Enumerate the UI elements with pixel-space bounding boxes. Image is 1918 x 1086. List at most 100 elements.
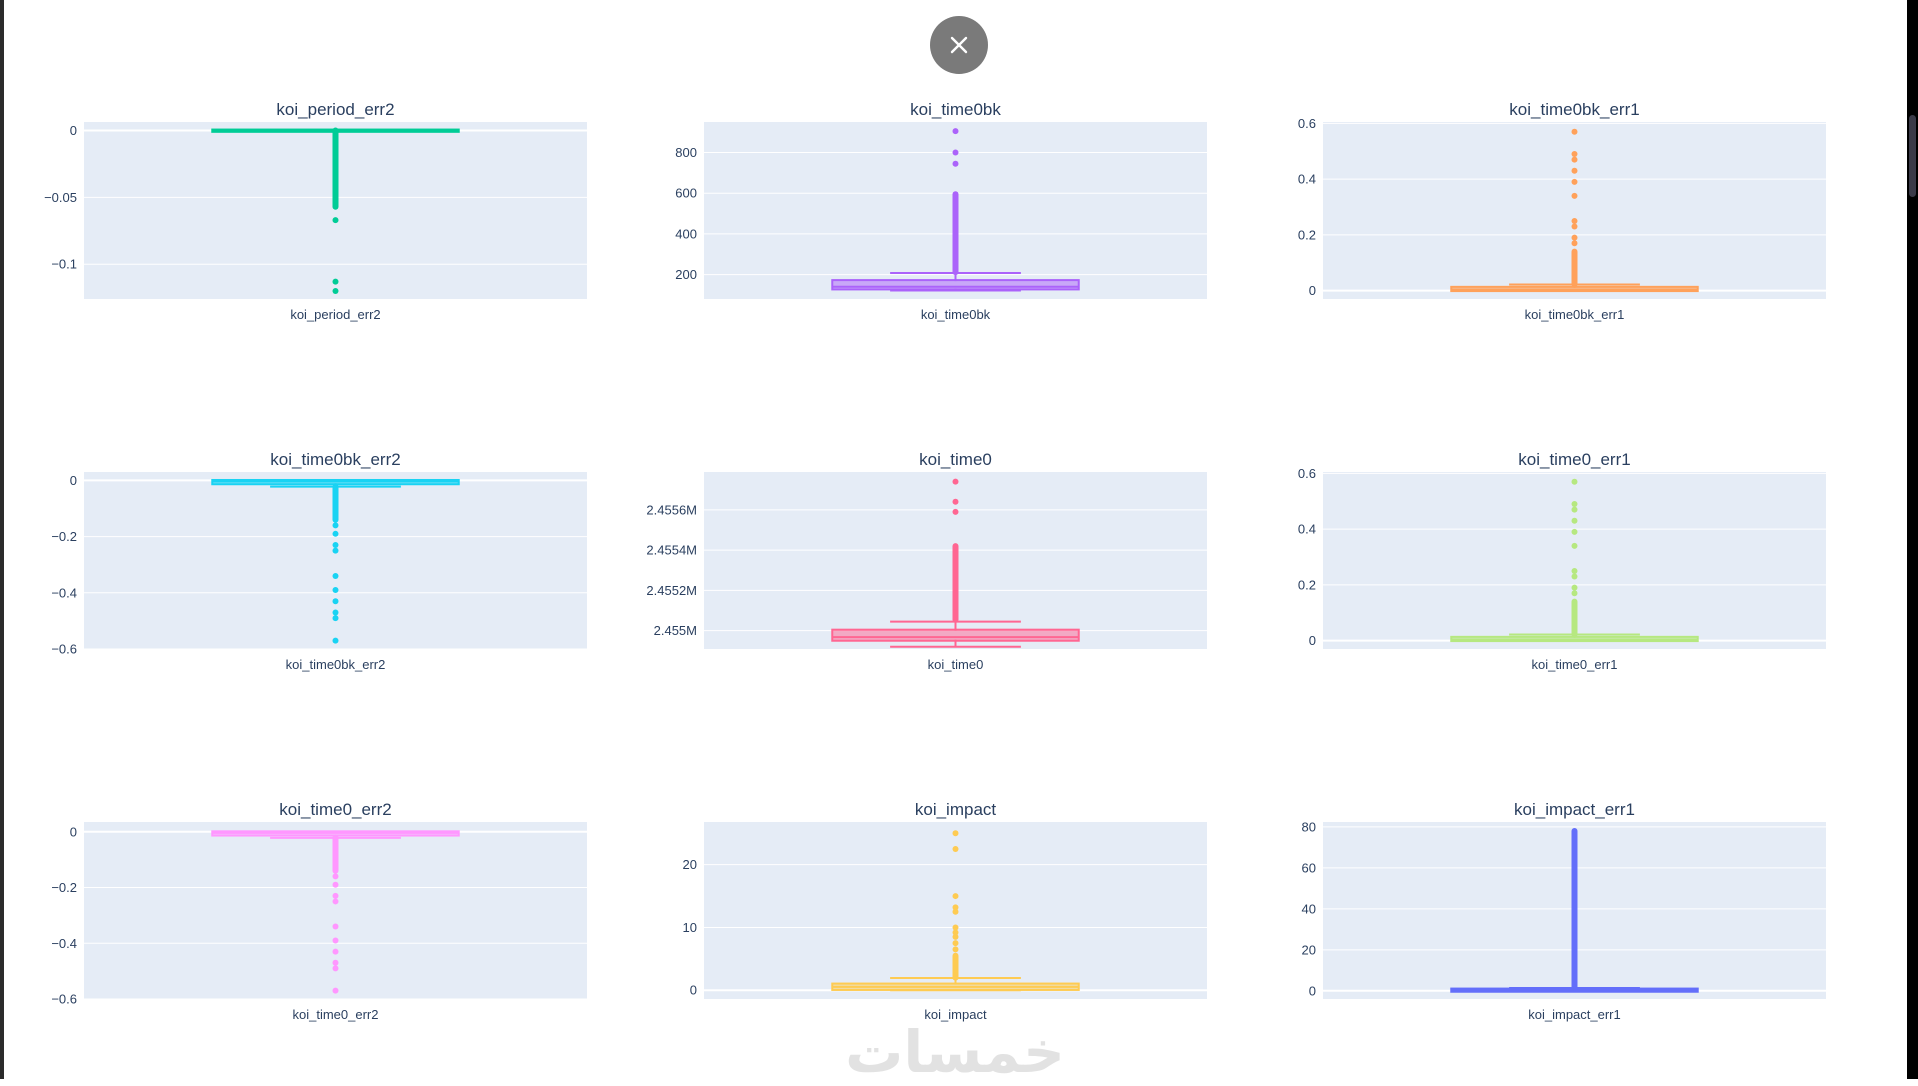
outlier-point xyxy=(952,904,959,911)
plot-svg: 0 0.2 0.4 0.6 xyxy=(1298,116,1826,299)
outlier-point xyxy=(1571,234,1578,241)
x-tick-label: koi_impact xyxy=(924,1007,987,1022)
y-tick-label: 0 xyxy=(70,473,77,488)
outlier-point xyxy=(1571,192,1578,199)
chart-title: koi_time0_err1 xyxy=(1518,450,1631,469)
outlier-point xyxy=(332,598,339,605)
plot-area: 0 0.2 0.4 0.6 xyxy=(1298,466,1826,649)
chart-title: koi_impact xyxy=(914,800,997,819)
outlier-point xyxy=(332,217,339,224)
y-tick-label: 80 xyxy=(1302,819,1316,834)
outlier-point xyxy=(952,845,959,852)
box-plot-koi_impact: koi_impact koi_impact 0 10 20 xyxy=(683,800,1207,1030)
close-button[interactable] xyxy=(930,16,988,74)
outlier-point xyxy=(332,948,339,955)
plot-svg: 200 400 600 800 xyxy=(675,122,1207,299)
outlier-point xyxy=(1571,517,1578,524)
chart-title: koi_time0_err2 xyxy=(279,800,392,819)
outlier-point xyxy=(332,987,339,994)
box-plot-koi_time0_err2: koi_time0_err2 koi_time0_err2 0 −0.2 −0.4 −0.… xyxy=(51,800,587,1030)
plot-area: 0 20 40 60 80 xyxy=(1302,819,1826,999)
y-tick-label: 0 xyxy=(690,983,697,998)
y-tick-label: 0.2 xyxy=(1298,577,1316,592)
plot-svg: 0 −0.2 −0.4 −0.6 xyxy=(51,822,587,1007)
plot-area: 2.455M 2.4552M 2.4554M 2.4556M xyxy=(646,472,1207,649)
plot-svg: 0 −0.05 −0.1 xyxy=(44,122,587,299)
y-tick-label: 600 xyxy=(675,186,697,201)
outlier-point xyxy=(1571,542,1578,549)
outlier-point xyxy=(332,542,339,549)
scrollbar-thumb[interactable] xyxy=(1909,115,1916,197)
outlier-point xyxy=(332,923,339,930)
x-tick-label: koi_time0_err1 xyxy=(1531,657,1618,672)
close-icon xyxy=(950,36,968,54)
outlier-point xyxy=(332,898,339,905)
box-plot-koi_time0bk_err2: koi_time0bk_err2 koi_time0bk_err2 0 −0.2 −0.… xyxy=(51,450,587,680)
x-tick-label: koi_time0bk_err1 xyxy=(1524,307,1625,322)
outlier-point xyxy=(1571,128,1578,135)
plot-area: 0 10 20 xyxy=(683,822,1207,999)
window-left-edge xyxy=(0,0,4,1079)
box-plot-koi_impact_err1: koi_impact_err1 koi_impact_err1 0 20 40 60 80 xyxy=(1302,800,1826,1030)
y-tick-label: 0.6 xyxy=(1298,116,1316,131)
outlier-point xyxy=(332,522,339,529)
outlier-point xyxy=(332,287,339,294)
box-plot-koi_time0bk_err1: koi_time0bk_err1 koi_time0bk_err1 0 0.2 0.4 0… xyxy=(1298,100,1826,330)
outlier-point xyxy=(332,587,339,593)
box-plot-koi_period_err2: koi_period_err2 koi_period_err2 0 −0.05 −0.1 xyxy=(44,100,587,330)
scrollbar-track[interactable] xyxy=(1907,0,1918,1079)
outlier-point xyxy=(1571,167,1578,174)
plot-area: 200 400 600 800 xyxy=(675,122,1207,299)
outlier-point xyxy=(952,160,959,167)
box-plot-koi_time0_err1: koi_time0_err1 koi_time0_err1 0 0.2 0.4 0.6 xyxy=(1298,450,1826,680)
outlier-point xyxy=(952,929,959,936)
outlier-point xyxy=(332,892,339,899)
outlier-point xyxy=(1571,567,1578,574)
y-tick-label: 2.455M xyxy=(654,623,697,638)
y-tick-label: 800 xyxy=(675,145,697,160)
outlier-point xyxy=(952,830,959,837)
plot-area: 0 −0.05 −0.1 xyxy=(44,122,587,299)
x-tick-label: koi_time0 xyxy=(927,657,984,672)
y-tick-label: 0.4 xyxy=(1298,172,1316,187)
outlier-point xyxy=(332,959,339,966)
y-tick-label: −0.2 xyxy=(51,529,77,544)
box-plot-koi_time0bk: koi_time0bk koi_time0bk 200 400 600 800 xyxy=(675,100,1207,330)
outlier-point xyxy=(1571,528,1578,535)
outlier-point xyxy=(332,278,339,285)
y-tick-label: 2.4552M xyxy=(646,583,697,598)
watermark-logo: خمسات xyxy=(845,1018,1065,1086)
outlier-point xyxy=(332,965,339,972)
outlier-point xyxy=(332,615,339,622)
outlier-point xyxy=(1571,156,1578,163)
y-tick-label: −0.4 xyxy=(51,936,77,951)
y-tick-label: 2.4554M xyxy=(646,543,697,558)
chart-title: koi_time0bk_err1 xyxy=(1509,100,1640,119)
plot-svg: 0 10 20 xyxy=(683,822,1207,999)
x-tick-label: koi_period_err2 xyxy=(290,307,381,322)
outlier-point xyxy=(1571,506,1578,513)
outlier-point xyxy=(952,893,959,900)
outlier-point xyxy=(952,149,959,156)
plot-svg: 2.455M 2.4552M 2.4554M 2.4556M xyxy=(646,472,1207,649)
outlier-point xyxy=(1571,478,1578,485)
plot-area: 0 −0.2 −0.4 −0.6 xyxy=(51,472,587,657)
outlier-point xyxy=(332,637,339,644)
y-tick-label: 0 xyxy=(1309,983,1316,998)
y-tick-label: 60 xyxy=(1302,860,1316,875)
y-tick-label: −0.05 xyxy=(44,190,77,205)
y-tick-label: −0.1 xyxy=(51,257,77,272)
outlier-point xyxy=(1571,590,1578,597)
plot-area: 0 −0.2 −0.4 −0.6 xyxy=(51,822,587,1007)
y-tick-label: 400 xyxy=(675,226,697,241)
y-tick-label: −0.2 xyxy=(51,880,77,895)
plot-svg: 0 20 40 60 80 xyxy=(1302,819,1826,999)
chart-title: koi_time0bk_err2 xyxy=(270,450,401,469)
iqr-box xyxy=(831,628,1080,642)
chart-title: koi_time0 xyxy=(919,450,992,469)
outlier-point xyxy=(332,873,339,880)
outlier-point xyxy=(952,940,959,947)
outlier-point xyxy=(1571,240,1578,247)
outlier-point xyxy=(332,937,339,944)
box-plot-koi_time0: koi_time0 koi_time0 2.455M 2.4552M 2.4554M 2.… xyxy=(646,450,1207,680)
